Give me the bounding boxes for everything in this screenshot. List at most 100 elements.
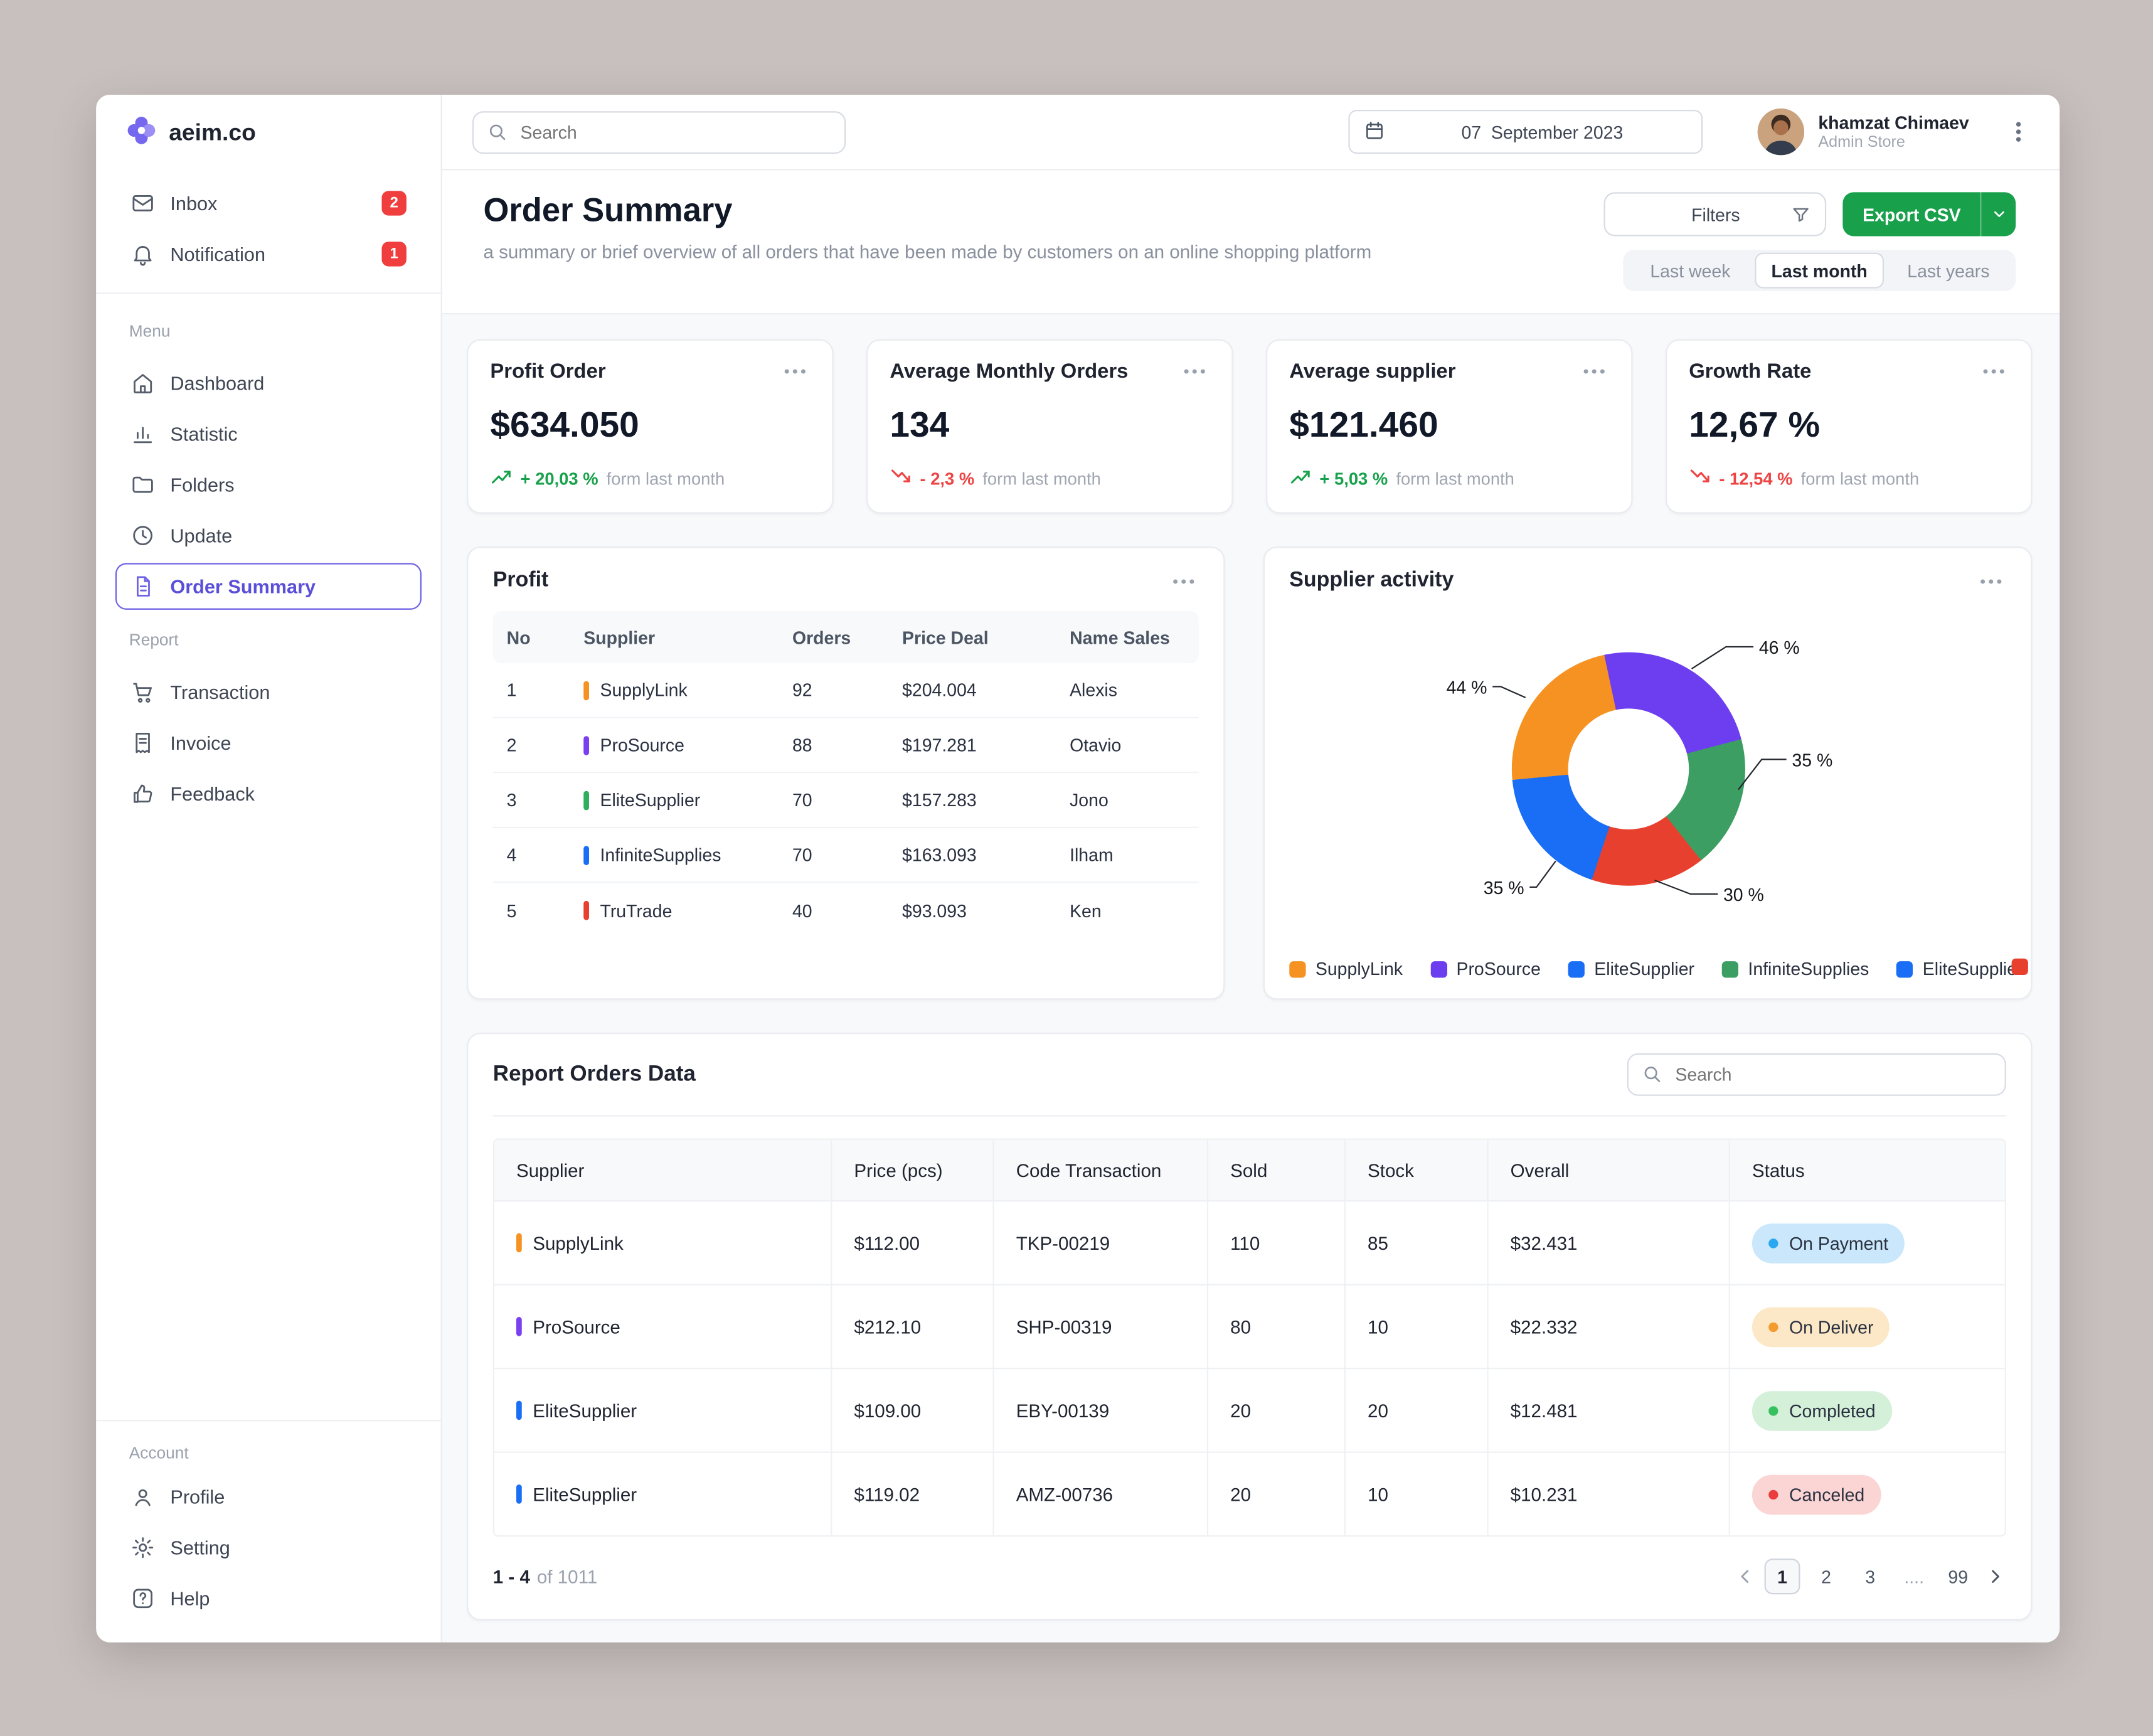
sidebar-item-label: Setting	[170, 1536, 230, 1558]
brand-logo[interactable]: aeim.co	[96, 95, 440, 172]
cell-overall: $10.231	[1489, 1453, 1730, 1535]
page-button[interactable]: 99	[1940, 1558, 1976, 1594]
sidebar-divider	[96, 292, 440, 294]
orders-footer: 1 - 4 of 1011 1 2 3 .... 99	[468, 1536, 2031, 1619]
cell-sold: 80	[1208, 1286, 1346, 1368]
sidebar-item-transaction[interactable]: Transaction	[115, 669, 422, 715]
column-header: Orders	[779, 627, 888, 647]
cell-name-sales: Otavio	[1056, 735, 1199, 755]
pagination-range: 1 - 4	[493, 1566, 530, 1587]
page-button[interactable]: 1	[1765, 1558, 1800, 1594]
cell-overall: $32.431	[1489, 1201, 1730, 1284]
menu-section-label: Menu	[129, 321, 408, 341]
supplier-color-tick	[583, 791, 589, 810]
legend-item: ProSource	[1430, 959, 1541, 979]
more-options-icon[interactable]	[1179, 365, 1209, 378]
gear-icon	[130, 1535, 155, 1560]
kpi-delta-value: - 12,54 %	[1719, 469, 1792, 488]
middle-row: Profit No Supplier Orders Price Deal Nam…	[467, 546, 2032, 999]
status-badge[interactable]: Completed	[1752, 1390, 1892, 1430]
content: Profit Order $634.050 + 20,03 % form las…	[442, 314, 2060, 1643]
notification-badge: 1	[381, 242, 406, 266]
orders-search-input[interactable]	[1627, 1053, 2006, 1096]
sidebar-item-profile[interactable]: Profile	[115, 1474, 422, 1520]
sidebar-item-notification[interactable]: Notification 1	[115, 231, 422, 277]
export-csv-button[interactable]: Export CSV	[1843, 192, 2016, 236]
user-menu[interactable]: khamzat Chimaev Admin Store	[1758, 109, 1969, 155]
more-options-icon[interactable]	[1579, 365, 1609, 378]
more-options-icon[interactable]	[1979, 365, 2009, 378]
sidebar-item-folders[interactable]: Folders	[115, 461, 422, 508]
sidebar-item-invoice[interactable]: Invoice	[115, 720, 422, 766]
cell-code-transaction: AMZ-00736	[994, 1453, 1208, 1535]
kpi-delta-value: + 5,03 %	[1319, 469, 1388, 488]
sidebar-item-label: Update	[170, 525, 232, 546]
tab-last-week[interactable]: Last week	[1626, 253, 1755, 289]
status-badge[interactable]: On Payment	[1752, 1223, 1905, 1262]
cell-overall: $22.332	[1489, 1286, 1730, 1368]
page-ellipsis: ....	[1896, 1558, 1932, 1594]
brand-name: aeim.co	[169, 119, 256, 147]
status-badge[interactable]: Canceled	[1752, 1474, 1881, 1514]
cell-status: On Deliver	[1730, 1286, 2005, 1368]
funnel-icon	[1791, 205, 1812, 229]
period-tabs: Last week Last month Last years	[1623, 250, 2016, 291]
table-row: EliteSupplier $109.00 EBY-00139 20 20 $1…	[494, 1368, 2005, 1452]
cell-price: $109.00	[832, 1369, 994, 1451]
column-header: Name Sales	[1056, 627, 1199, 647]
sidebar-item-label: Transaction	[170, 681, 270, 703]
more-options-icon[interactable]	[1976, 575, 2006, 587]
supplier-activity-panel: Supplier activity	[1263, 546, 2033, 999]
tab-last-month[interactable]: Last month	[1755, 253, 1884, 289]
kpi-value: 12,67 %	[1689, 404, 2009, 447]
kebab-menu-icon[interactable]	[2007, 119, 2029, 144]
sidebar-item-dashboard[interactable]: Dashboard	[115, 359, 422, 406]
sidebar-item-setting[interactable]: Setting	[115, 1525, 422, 1571]
chevron-down-icon[interactable]	[1980, 192, 2016, 236]
sidebar-item-inbox[interactable]: Inbox 2	[115, 180, 422, 226]
column-header: No	[493, 627, 570, 647]
kpi-value: $634.050	[490, 404, 810, 447]
legend-item: EliteSupplier	[1568, 959, 1694, 979]
sidebar-item-feedback[interactable]: Feedback	[115, 770, 422, 817]
chevron-left-icon[interactable]	[1734, 1565, 1756, 1587]
legend-swatch	[1896, 961, 1913, 977]
cell-price-deal: $163.093	[888, 844, 1056, 865]
filters-label: Filters	[1691, 204, 1740, 225]
donut-label: 30 %	[1723, 885, 1784, 905]
profit-panel-title: Profit	[493, 568, 549, 593]
cell-status: Canceled	[1730, 1453, 2005, 1535]
folder-icon	[130, 472, 155, 497]
table-row: 5 TruTrade 40 $93.093 Ken	[493, 883, 1199, 938]
sidebar-item-update[interactable]: Update	[115, 512, 422, 558]
table-row: EliteSupplier $119.02 AMZ-00736 20 10 $1…	[494, 1452, 2005, 1536]
status-badge[interactable]: On Deliver	[1752, 1307, 1890, 1346]
profit-panel: Profit No Supplier Orders Price Deal Nam…	[467, 546, 1225, 999]
kpi-card-average-monthly-orders: Average Monthly Orders 134 - 2,3 % form …	[866, 339, 1233, 514]
avatar	[1758, 109, 1804, 155]
page-button[interactable]: 3	[1853, 1558, 1888, 1594]
sidebar-item-help[interactable]: Help	[115, 1575, 422, 1622]
supplier-color-tick	[583, 901, 589, 920]
column-header: Price Deal	[888, 627, 1056, 647]
column-header: Code Transaction	[994, 1140, 1208, 1200]
filters-button[interactable]: Filters	[1605, 192, 1827, 236]
tab-last-years[interactable]: Last years	[1884, 253, 2013, 289]
sidebar-item-statistic[interactable]: Statistic	[115, 410, 422, 457]
sidebar-item-label: Folders	[170, 474, 234, 496]
more-options-icon[interactable]	[1169, 575, 1199, 587]
cell-code-transaction: SHP-00319	[994, 1286, 1208, 1368]
kpi-value: 134	[890, 404, 1209, 447]
donut-label: 35 %	[1792, 750, 1852, 770]
date-picker[interactable]: 07 September 2023	[1349, 110, 1703, 154]
sidebar-top-nav: Inbox 2 Notification 1	[96, 172, 440, 282]
chevron-right-icon[interactable]	[1984, 1565, 2006, 1587]
sidebar-item-order-summary[interactable]: Order Summary	[115, 563, 422, 609]
clock-icon	[130, 523, 155, 548]
desktop-background: aeim.co Inbox 2 Notification 1 Menu	[0, 0, 2153, 1736]
cell-no: 4	[493, 844, 570, 865]
more-options-icon[interactable]	[780, 365, 810, 378]
cell-code-transaction: TKP-00219	[994, 1201, 1208, 1284]
search-input[interactable]	[472, 110, 846, 153]
page-button[interactable]: 2	[1809, 1558, 1844, 1594]
